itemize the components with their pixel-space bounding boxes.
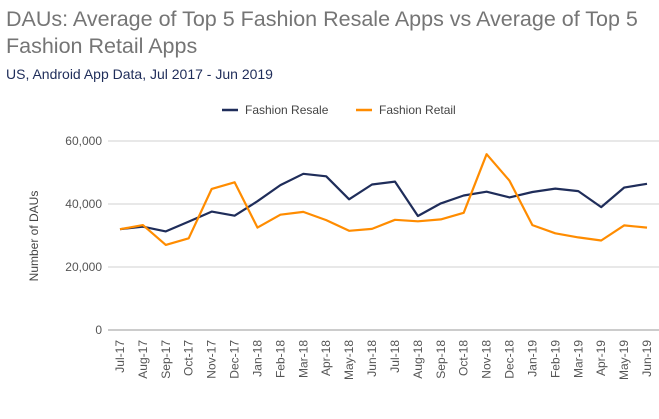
- series-line-fashion-resale: [119, 172, 648, 233]
- x-tick-label: Jan-19: [525, 340, 539, 377]
- legend-label: Fashion Retail: [379, 103, 456, 117]
- legend-label: Fashion Resale: [245, 103, 329, 117]
- x-tick-label: Nov-17: [205, 340, 219, 379]
- x-tick-label: Jul-18: [388, 340, 402, 373]
- x-tick-label: Aug-17: [136, 340, 150, 379]
- x-tick-label: Mar-19: [571, 340, 585, 378]
- x-tick-label: Sep-18: [434, 340, 448, 379]
- x-tick-label: Mar-18: [296, 340, 310, 378]
- x-tick-label: Apr-19: [594, 340, 608, 376]
- x-tick-label: Jun-18: [365, 340, 379, 377]
- x-tick-label: Oct-17: [182, 340, 196, 376]
- x-tick-label: Feb-18: [273, 340, 287, 378]
- x-tick-label: Oct-18: [457, 340, 471, 376]
- x-tick-label: Nov-18: [480, 340, 494, 379]
- y-tick-label: 40,000: [65, 197, 102, 211]
- series-line-fashion-retail: [119, 153, 648, 246]
- x-tick-label: Apr-18: [319, 340, 333, 376]
- x-tick-label: Jan-18: [250, 340, 264, 377]
- x-tick-label: Dec-17: [228, 340, 242, 379]
- y-axis-label: Number of DAUs: [27, 191, 41, 282]
- x-tick-label: May-18: [342, 340, 356, 380]
- x-tick-label: Dec-18: [503, 340, 517, 379]
- x-tick-label: Jun-19: [640, 340, 654, 377]
- chart-title: DAUs: Average of Top 5 Fashion Resale Ap…: [6, 7, 638, 58]
- x-tick-label: Sep-17: [159, 340, 173, 379]
- y-tick-label: 0: [95, 323, 102, 337]
- y-tick-label: 20,000: [65, 260, 102, 274]
- x-tick-label: May-19: [617, 340, 631, 380]
- x-tick-label: Aug-18: [411, 340, 425, 379]
- x-tick-label: Jul-17: [113, 340, 127, 373]
- x-tick-label: Feb-19: [548, 340, 562, 378]
- chart-subtitle: US, Android App Data, Jul 2017 - Jun 201…: [6, 66, 273, 82]
- y-tick-label: 60,000: [65, 134, 102, 148]
